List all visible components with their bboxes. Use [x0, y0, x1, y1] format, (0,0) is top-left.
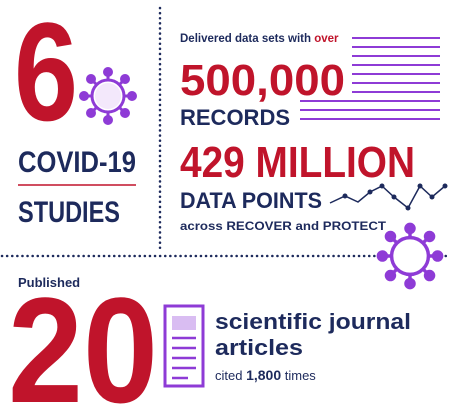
- studies-label: COVID-19: [18, 146, 136, 179]
- publications-label: articles: [215, 335, 303, 360]
- records-label: RECORDS: [180, 105, 290, 130]
- citations-suffix: times: [281, 368, 316, 383]
- citations-prefix: cited: [215, 368, 246, 383]
- intro-emphasis: over: [314, 33, 339, 45]
- publications-number: 20: [8, 266, 158, 419]
- intro-text: Delivered data sets with: [180, 33, 314, 45]
- virus-icon: [79, 67, 137, 125]
- citations: cited 1,800 times: [215, 367, 316, 383]
- publications-label: scientific journal: [215, 309, 411, 334]
- records-value: 500,000: [180, 56, 345, 105]
- datasets-intro: Delivered data sets with over: [180, 33, 339, 45]
- datasets-source: across RECOVER and PROTECT: [180, 219, 387, 233]
- virus-icon: [376, 222, 444, 290]
- decor-lines: [300, 37, 440, 120]
- publications-intro: Published: [18, 275, 80, 290]
- studies-label: STUDIES: [18, 196, 120, 229]
- document-icon: [163, 304, 205, 388]
- points-value: 429 MILLION: [180, 138, 415, 187]
- sparkline-icon: [329, 183, 448, 211]
- studies-number: 6: [14, 0, 78, 150]
- citations-value: 1,800: [246, 367, 281, 383]
- points-label: DATA POINTS: [180, 188, 322, 213]
